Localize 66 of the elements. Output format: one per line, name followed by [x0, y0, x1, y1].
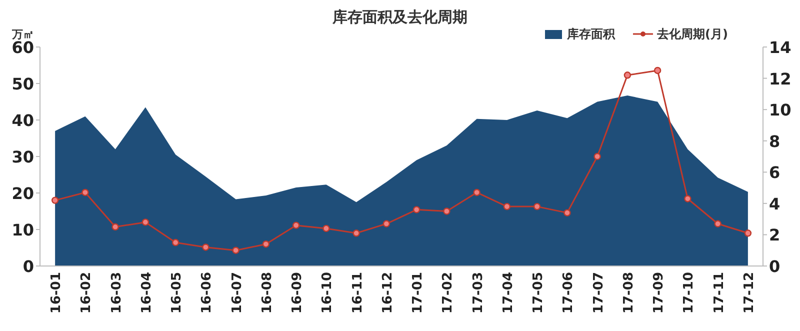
point: [714, 220, 722, 228]
point: [654, 66, 662, 74]
x-tick-label: 16-04: [139, 272, 154, 314]
x-tick-label: 16-06: [200, 272, 215, 314]
y2-tick-label: 12: [769, 69, 792, 88]
y2-tick-label: 4: [769, 194, 780, 214]
point: [624, 72, 632, 79]
x-tick-label: 17-03: [470, 272, 486, 314]
point: [232, 246, 240, 254]
point: [202, 244, 210, 251]
x-tick-label: 17-11: [712, 272, 727, 314]
point: [82, 188, 89, 196]
point: [262, 240, 270, 248]
point: [112, 223, 119, 230]
chart-title: 库存面积及去化周期: [332, 8, 468, 26]
y2-tick-label: 2: [769, 226, 780, 245]
y-tick-label: 0: [22, 257, 34, 276]
x-tick-label: 17-08: [621, 272, 636, 314]
y2-tick-label: 0: [769, 257, 780, 276]
x-tick-label: 17-05: [531, 272, 546, 314]
x-tick-label: 16-09: [290, 272, 306, 314]
x-tick-label: 16-10: [320, 272, 336, 314]
x-tick-label: 17-09: [652, 272, 667, 314]
y-tick-label: 20: [12, 184, 34, 203]
x-tick-label: 17-07: [591, 272, 606, 314]
y-axis-title: 万㎡: [11, 28, 34, 41]
x-tick-label: 16-05: [170, 272, 185, 314]
point: [533, 202, 541, 210]
point: [172, 238, 180, 246]
point: [352, 230, 360, 237]
y-tick-label: 40: [12, 111, 34, 130]
point: [473, 188, 480, 196]
point: [744, 230, 752, 237]
y2-tick-label: 6: [769, 163, 780, 182]
point: [382, 220, 390, 228]
point: [684, 195, 692, 202]
x-tick-label: 16-12: [380, 272, 396, 314]
x-tick-label: 17-10: [682, 272, 697, 314]
x-tick-label: 16-01: [49, 272, 64, 314]
point: [443, 208, 450, 215]
x-tick-label: 17-02: [440, 272, 456, 314]
point: [594, 152, 601, 160]
y-tick-label: 50: [12, 74, 34, 94]
point: [322, 224, 330, 232]
y-tick-label: 30: [12, 148, 34, 166]
point: [51, 196, 59, 204]
point: [292, 222, 300, 229]
x-tick-label: 17-04: [500, 272, 516, 314]
legend-label: 去化周期(月): [656, 27, 728, 41]
point: [503, 202, 511, 210]
legend-label: 库存面积: [566, 27, 616, 41]
x-tick-label: 17-12: [742, 272, 757, 314]
point: [142, 218, 150, 226]
y2-tick-label: 10: [769, 100, 792, 120]
x-tick-label: 16-11: [350, 272, 366, 314]
y2-tick-label: 14: [769, 38, 792, 57]
point: [564, 209, 571, 216]
x-tick-label: 17-06: [561, 272, 576, 314]
x-tick-label: 16-08: [260, 272, 275, 314]
x-tick-label: 16-03: [109, 272, 124, 314]
point: [412, 206, 420, 214]
x-tick-label: 17-01: [410, 272, 426, 314]
x-tick-label: 16-02: [79, 272, 94, 314]
x-tick-label: 16-07: [230, 272, 245, 314]
y2-tick-label: 8: [769, 132, 780, 151]
y-tick-label: 10: [12, 220, 34, 240]
